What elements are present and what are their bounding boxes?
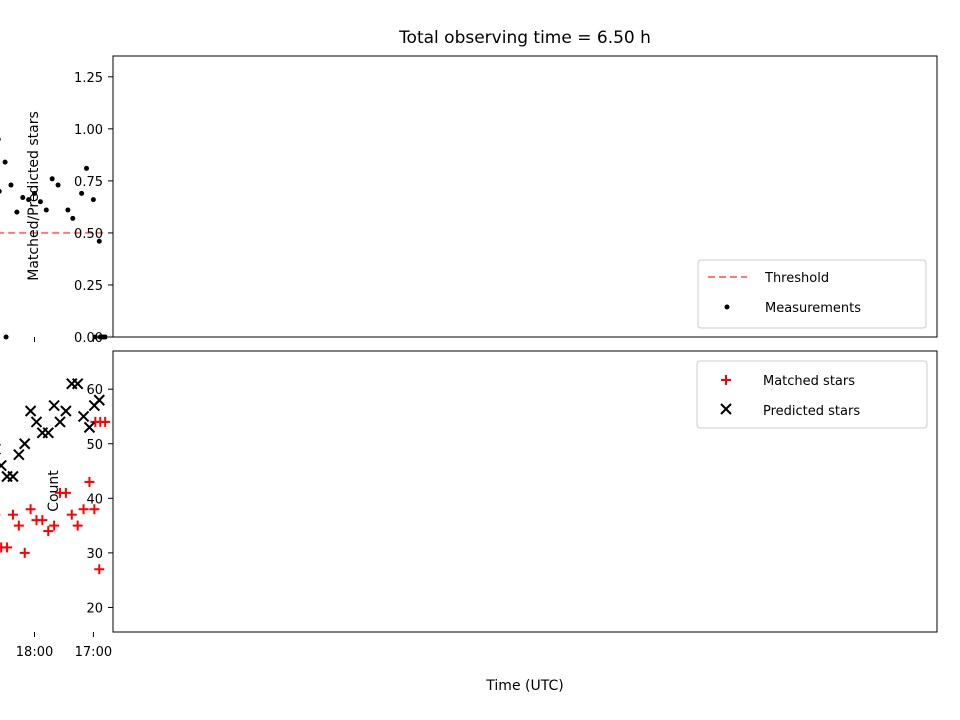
predicted-star-point — [54, 416, 66, 428]
measurement-point — [92, 334, 98, 340]
measurement-point — [37, 199, 43, 205]
matched-star-point — [0, 542, 7, 553]
matched-star-point — [84, 476, 95, 487]
matched-stars-series — [0, 416, 111, 575]
matched-star-point — [55, 487, 66, 498]
legend-threshold-label: Threshold — [764, 271, 829, 286]
top-panel: 0.00 0.25 0.50 0.75 1.00 1.25 Matched/Predict… — [0, 55, 938, 346]
legend-matched-swatch — [721, 375, 731, 385]
predicted-star-point — [66, 378, 78, 390]
top-plot-frame — [112, 55, 938, 338]
matched-star-point — [43, 526, 54, 537]
legend-measurements-label: Measurements — [765, 301, 861, 316]
measurements-series — [0, 137, 108, 340]
top-x-ticks — [34, 337, 94, 342]
bottom-legend-box — [696, 360, 928, 429]
matched-star-point — [66, 509, 77, 520]
measurement-point — [20, 195, 26, 201]
matched-star-point — [72, 520, 83, 531]
x-tick-label: 17:00 — [75, 645, 112, 660]
predicted-star-point — [30, 416, 43, 428]
matched-star-point — [19, 547, 30, 558]
predicted-star-point — [0, 459, 7, 472]
predicted-star-point — [77, 410, 90, 423]
measurement-point — [96, 238, 102, 244]
measurement-point — [8, 182, 14, 188]
measurement-point — [84, 165, 90, 171]
predicted-star-point — [60, 405, 72, 417]
y-tick-label: 40 — [86, 492, 103, 507]
measurement-point — [79, 190, 85, 196]
measurement-point — [90, 197, 96, 203]
matched-star-point — [7, 509, 18, 520]
matched-star-point — [13, 520, 24, 531]
matched-star-point — [49, 520, 60, 531]
bottom-y-axis: 20 30 40 50 60 — [86, 383, 113, 616]
predicted-star-point — [24, 405, 37, 417]
matched-star-point — [31, 515, 42, 526]
top-y-axis-label: Matched/Predicted stars — [26, 111, 42, 281]
predicted-star-point — [48, 399, 60, 412]
x-axis-label: Time (UTC) — [485, 678, 563, 694]
chart-title: Total observing time = 6.50 h — [398, 28, 651, 48]
matched-star-point — [94, 564, 105, 575]
y-tick-label: 0.50 — [74, 227, 103, 242]
measurement-point — [0, 188, 2, 194]
measurement-point — [100, 334, 106, 340]
predicted-star-point — [88, 399, 101, 412]
predicted-stars-series — [0, 378, 105, 483]
measurement-point — [49, 176, 55, 182]
top-legend-box — [697, 259, 927, 329]
measurement-point — [65, 207, 71, 213]
measurement-point — [32, 190, 38, 196]
bottom-legend: Matched stars Predicted stars — [696, 360, 928, 429]
predicted-star-point — [19, 438, 31, 450]
measurement-point — [2, 159, 8, 165]
predicted-star-point — [13, 448, 25, 461]
legend-predicted-swatch — [720, 403, 732, 415]
matched-star-point — [25, 504, 36, 515]
predicted-star-point — [36, 427, 49, 439]
measurement-point — [0, 137, 1, 142]
legend-predicted-label: Predicted stars — [763, 404, 860, 419]
measurement-point — [43, 207, 49, 213]
y-tick-label: 0.75 — [74, 175, 103, 190]
y-tick-label: 0.00 — [74, 331, 103, 346]
x-tick-label: 18:00 — [16, 645, 53, 660]
y-tick-label: 1.00 — [74, 123, 103, 138]
y-tick-label: 1.25 — [74, 71, 103, 86]
measurement-point — [70, 215, 76, 221]
y-tick-label: 30 — [86, 547, 103, 562]
matched-star-point — [89, 504, 100, 515]
top-legend: Threshold Measurements — [697, 259, 927, 329]
y-tick-label: 0.25 — [74, 279, 103, 294]
bottom-x-axis: 17:0018:0019:0020:0021:0022:0023:0000:00… — [16, 632, 112, 660]
y-tick-label: 50 — [86, 438, 103, 453]
y-tick-label: 20 — [86, 601, 103, 616]
bottom-plot-frame — [112, 350, 938, 633]
matched-star-point — [78, 504, 89, 515]
predicted-star-point — [83, 421, 96, 434]
legend-matched-label: Matched stars — [763, 374, 855, 389]
measurement-point — [55, 182, 61, 188]
measurement-point — [14, 209, 20, 215]
matched-star-point — [90, 416, 101, 427]
top-y-axis: 0.00 0.25 0.50 0.75 1.00 1.25 — [74, 71, 113, 346]
legend-measurements-swatch — [724, 304, 730, 310]
predicted-star-point — [1, 470, 13, 483]
y-tick-label: 60 — [86, 383, 103, 398]
measurement-point — [26, 197, 32, 203]
measurement-point — [3, 334, 9, 340]
bottom-y-axis-label: Count — [46, 470, 62, 512]
